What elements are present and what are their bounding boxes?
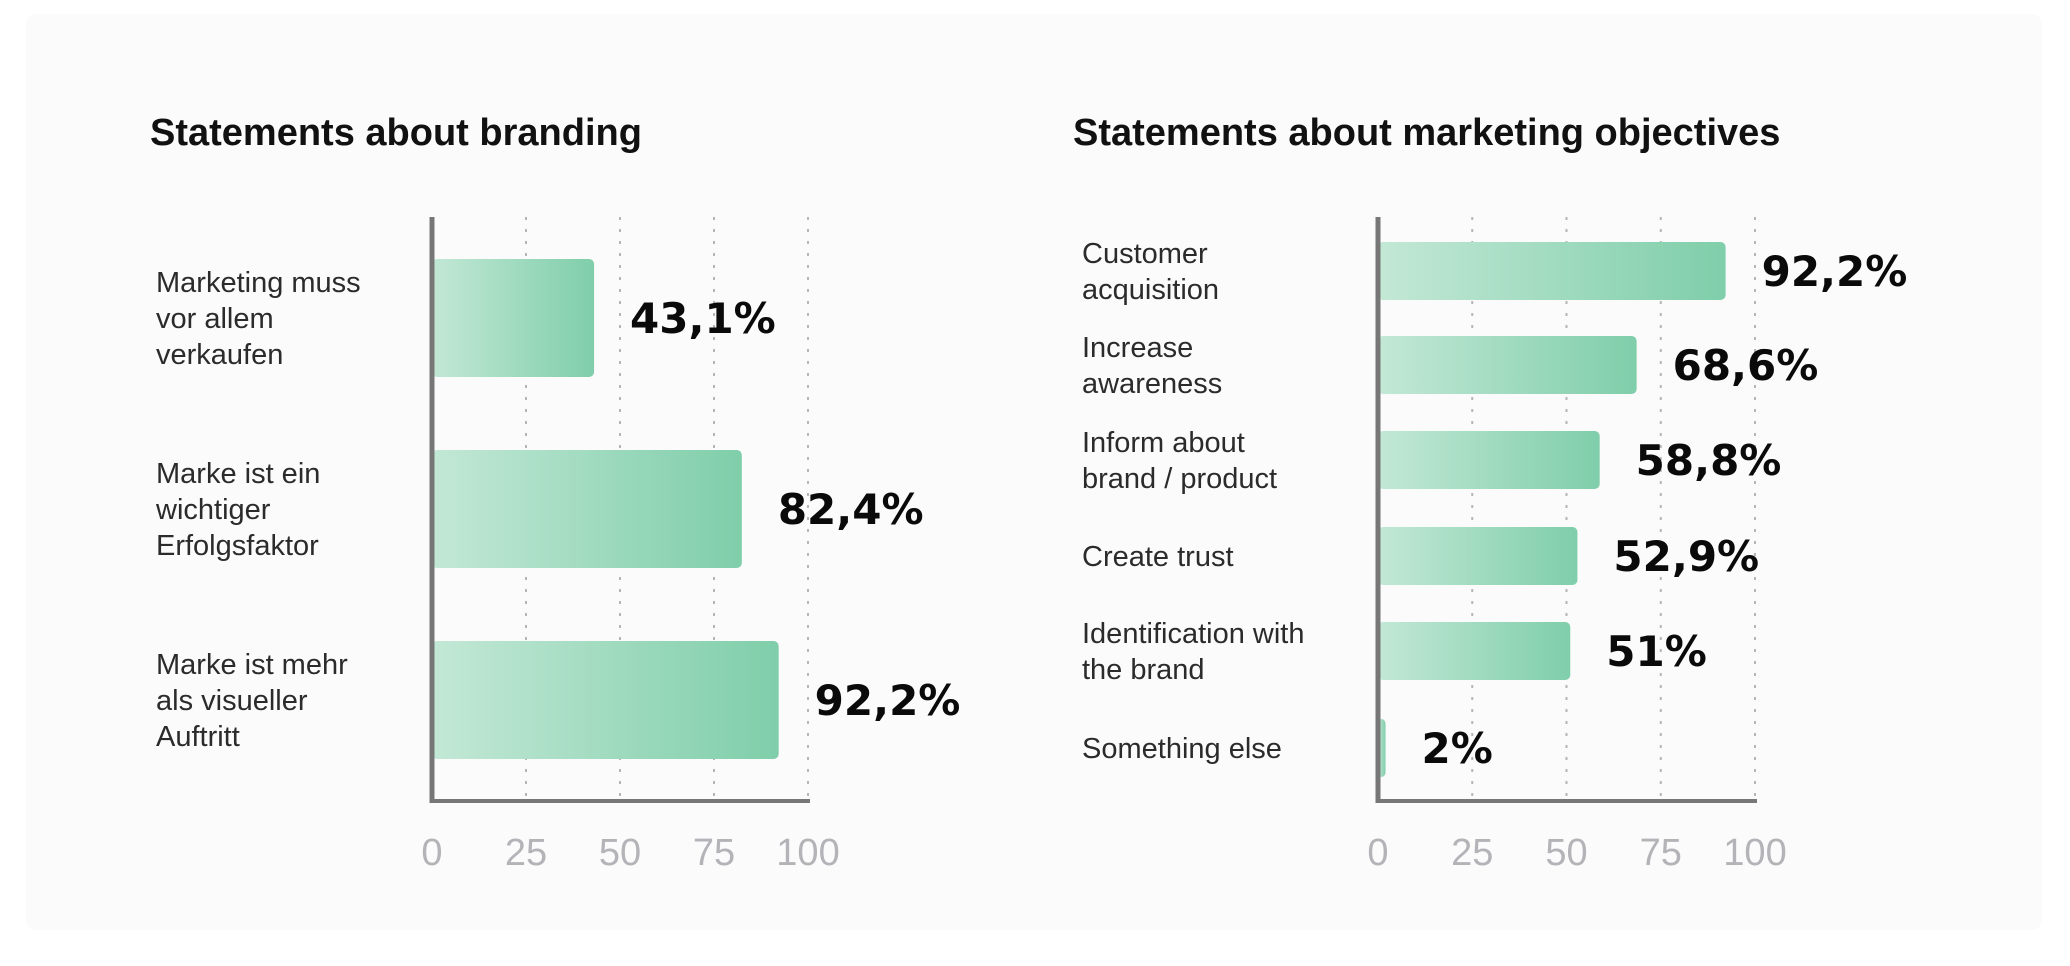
x-tick-label: 25: [1451, 832, 1493, 874]
value-label: 52,9%: [1613, 532, 1759, 581]
category-label: Inform about brand / product: [1082, 427, 1277, 495]
bar-objectives-1: [1378, 336, 1637, 394]
value-label: 68,6%: [1673, 341, 1819, 390]
x-tick-label: 100: [776, 832, 839, 874]
x-tick-label: 0: [1367, 832, 1388, 874]
category-label: Identification with the brand: [1082, 618, 1304, 686]
bar-objectives-4: [1378, 622, 1571, 680]
chart-title-branding: Statements about branding: [150, 112, 642, 154]
bar-branding-1: [432, 450, 742, 568]
value-label: 82,4%: [778, 485, 924, 534]
bar-objectives-0: [1378, 242, 1726, 300]
value-label: 58,8%: [1636, 436, 1782, 485]
value-label: 92,2%: [815, 676, 961, 725]
category-label: Customer acquisition: [1082, 238, 1219, 306]
x-tick-label: 75: [1640, 832, 1682, 874]
chart-title-marketing-objectives: Statements about marketing objectives: [1073, 112, 1781, 154]
category-label: Increase awareness: [1082, 332, 1222, 400]
x-tick-label: 25: [505, 832, 547, 874]
value-label: 43,1%: [630, 294, 776, 343]
bar-branding-2: [432, 641, 779, 759]
category-label: Something else: [1082, 733, 1282, 765]
x-tick-label: 50: [599, 832, 641, 874]
x-tick-label: 100: [1723, 832, 1786, 874]
value-label: 2%: [1422, 724, 1493, 773]
x-tick-label: 75: [693, 832, 735, 874]
category-label: Marke ist ein wichtiger Erfolgsfaktor: [155, 458, 320, 562]
category-label: Marke ist mehr als visueller Auftritt: [156, 649, 348, 753]
bar-objectives-3: [1378, 527, 1578, 585]
x-tick-label: 50: [1545, 832, 1587, 874]
value-label: 51%: [1606, 627, 1707, 676]
chart-card: [26, 14, 2042, 930]
x-tick-label: 0: [421, 832, 442, 874]
category-label: Create trust: [1082, 541, 1234, 573]
bar-objectives-2: [1378, 431, 1600, 489]
value-label: 92,2%: [1762, 247, 1908, 296]
bar-branding-0: [432, 259, 595, 377]
category-label: Marketing muss vor allem verkaufen: [156, 267, 361, 371]
